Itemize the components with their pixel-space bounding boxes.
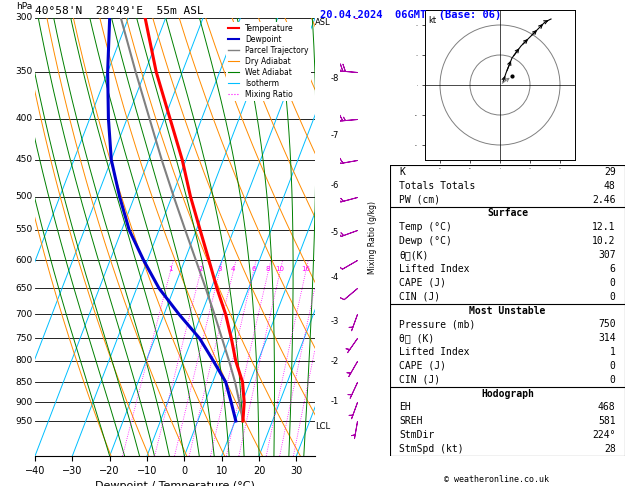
Text: 10.2: 10.2	[592, 236, 616, 246]
Text: 12.1: 12.1	[592, 223, 616, 232]
Text: kt: kt	[428, 16, 436, 25]
Text: -2: -2	[330, 357, 338, 366]
Text: Temp (°C): Temp (°C)	[399, 223, 452, 232]
Text: 16: 16	[301, 266, 310, 272]
Text: 400: 400	[15, 114, 32, 123]
X-axis label: Dewpoint / Temperature (°C): Dewpoint / Temperature (°C)	[95, 481, 255, 486]
Text: Mixing Ratio (g/kg): Mixing Ratio (g/kg)	[368, 201, 377, 274]
Text: 581: 581	[598, 417, 616, 426]
Text: 0: 0	[610, 361, 616, 371]
Text: 1: 1	[610, 347, 616, 357]
Text: hPa: hPa	[16, 2, 32, 11]
Text: -6: -6	[330, 181, 338, 190]
Text: 2: 2	[198, 266, 203, 272]
Text: K: K	[399, 167, 405, 177]
Text: -4: -4	[330, 273, 338, 282]
Text: 28: 28	[604, 444, 616, 454]
Text: 650: 650	[15, 284, 32, 293]
Text: CAPE (J): CAPE (J)	[399, 278, 447, 288]
Text: ASL: ASL	[314, 18, 330, 27]
Text: StmDir: StmDir	[399, 430, 435, 440]
Text: 0: 0	[610, 375, 616, 385]
Text: 2.46: 2.46	[592, 194, 616, 205]
Text: θᴇ (K): θᴇ (K)	[399, 333, 435, 343]
Text: Most Unstable: Most Unstable	[469, 306, 546, 315]
Text: Totals Totals: Totals Totals	[399, 181, 476, 191]
Text: CIN (J): CIN (J)	[399, 292, 440, 302]
Text: -7: -7	[330, 131, 338, 140]
Text: 29: 29	[604, 167, 616, 177]
Text: 0: 0	[610, 278, 616, 288]
Text: 468: 468	[598, 402, 616, 413]
Text: 4: 4	[231, 266, 235, 272]
Text: 224°: 224°	[592, 430, 616, 440]
Text: 350: 350	[15, 68, 32, 76]
Text: PW (cm): PW (cm)	[399, 194, 440, 205]
Text: 450: 450	[15, 155, 32, 164]
Legend: Temperature, Dewpoint, Parcel Trajectory, Dry Adiabat, Wet Adiabat, Isotherm, Mi: Temperature, Dewpoint, Parcel Trajectory…	[226, 22, 311, 101]
Text: 550: 550	[15, 226, 32, 234]
Text: CIN (J): CIN (J)	[399, 375, 440, 385]
Text: 20.04.2024  06GMT  (Base: 06): 20.04.2024 06GMT (Base: 06)	[320, 10, 501, 20]
Text: SREH: SREH	[399, 417, 423, 426]
Text: 48: 48	[604, 181, 616, 191]
Text: θᴇ(K): θᴇ(K)	[399, 250, 429, 260]
Text: 10: 10	[276, 266, 284, 272]
Text: LCL: LCL	[315, 422, 330, 431]
Text: 307: 307	[598, 250, 616, 260]
Text: Lifted Index: Lifted Index	[399, 347, 470, 357]
Text: 40°58'N  28°49'E  55m ASL: 40°58'N 28°49'E 55m ASL	[35, 6, 204, 16]
Text: EH: EH	[399, 402, 411, 413]
Text: 300: 300	[15, 14, 32, 22]
Text: 750: 750	[15, 334, 32, 343]
Text: 800: 800	[15, 356, 32, 365]
Text: 700: 700	[15, 310, 32, 319]
Text: StmSpd (kt): StmSpd (kt)	[399, 444, 464, 454]
Text: -5: -5	[330, 228, 338, 237]
Text: Pressure (mb): Pressure (mb)	[399, 319, 476, 330]
Text: 0: 0	[610, 292, 616, 302]
Text: Lifted Index: Lifted Index	[399, 264, 470, 274]
Text: 600: 600	[15, 256, 32, 265]
Text: 6: 6	[610, 264, 616, 274]
Text: -8: -8	[330, 74, 338, 83]
Text: 8: 8	[266, 266, 270, 272]
Text: © weatheronline.co.uk: © weatheronline.co.uk	[445, 474, 549, 484]
Text: 750: 750	[598, 319, 616, 330]
Text: 950: 950	[15, 417, 32, 426]
Text: 1: 1	[168, 266, 172, 272]
Text: CAPE (J): CAPE (J)	[399, 361, 447, 371]
Text: -1: -1	[330, 397, 338, 406]
Text: 6: 6	[251, 266, 255, 272]
Text: -3: -3	[330, 317, 338, 326]
Text: Surface: Surface	[487, 208, 528, 219]
Text: 314: 314	[598, 333, 616, 343]
Text: Hodograph: Hodograph	[481, 389, 534, 399]
Text: 3: 3	[217, 266, 221, 272]
Text: Dewp (°C): Dewp (°C)	[399, 236, 452, 246]
Text: 500: 500	[15, 192, 32, 201]
Text: 900: 900	[15, 398, 32, 407]
Text: 850: 850	[15, 378, 32, 387]
